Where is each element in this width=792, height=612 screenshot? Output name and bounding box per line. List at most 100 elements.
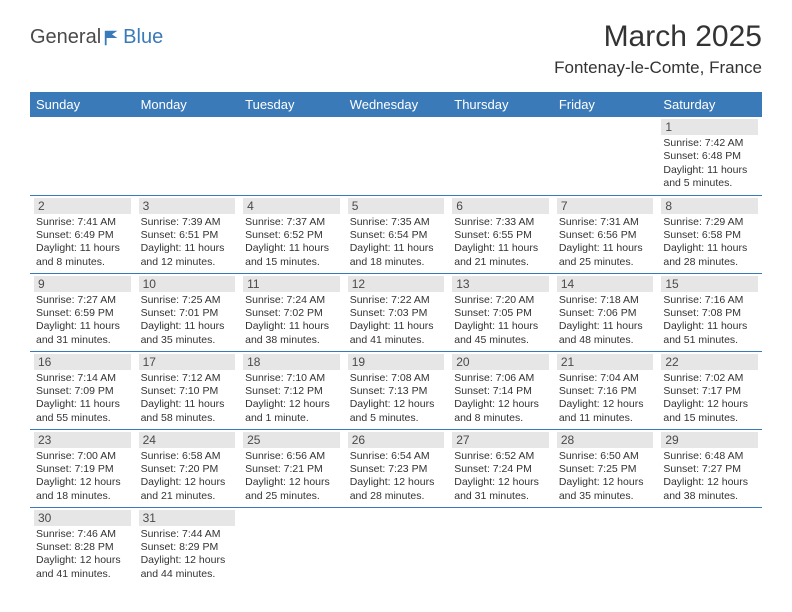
calendar-head: SundayMondayTuesdayWednesdayThursdayFrid… bbox=[30, 92, 762, 117]
day-detail: Sunrise: 7:14 AMSunset: 7:09 PMDaylight:… bbox=[34, 372, 131, 426]
day-detail: Sunrise: 7:18 AMSunset: 7:06 PMDaylight:… bbox=[557, 294, 654, 348]
day-detail: Sunrise: 7:46 AMSunset: 8:28 PMDaylight:… bbox=[34, 528, 131, 582]
day-detail: Sunrise: 7:00 AMSunset: 7:19 PMDaylight:… bbox=[34, 450, 131, 504]
day-detail: Sunrise: 7:10 AMSunset: 7:12 PMDaylight:… bbox=[243, 372, 340, 426]
calendar-row: 30 Sunrise: 7:46 AMSunset: 8:28 PMDayligh… bbox=[30, 507, 762, 585]
calendar-cell: 20 Sunrise: 7:06 AMSunset: 7:14 PMDayligh… bbox=[448, 351, 553, 429]
calendar-body: 1 Sunrise: 7:42 AMSunset: 6:48 PMDaylight… bbox=[30, 117, 762, 585]
calendar-cell: 21 Sunrise: 7:04 AMSunset: 7:16 PMDayligh… bbox=[553, 351, 658, 429]
weekday-header: Wednesday bbox=[344, 92, 449, 117]
day-number: 14 bbox=[557, 276, 654, 292]
logo-text-blue: Blue bbox=[123, 26, 163, 49]
day-detail: Sunrise: 7:29 AMSunset: 6:58 PMDaylight:… bbox=[661, 216, 758, 270]
day-number: 20 bbox=[452, 354, 549, 370]
day-detail: Sunrise: 7:16 AMSunset: 7:08 PMDaylight:… bbox=[661, 294, 758, 348]
month-title: March 2025 bbox=[554, 20, 762, 54]
calendar-cell: 10Sunrise: 7:25 AMSunset: 7:01 PMDayligh… bbox=[135, 273, 240, 351]
day-detail: Sunrise: 7:24 AMSunset: 7:02 PMDaylight:… bbox=[243, 294, 340, 348]
day-number: 1 bbox=[661, 119, 758, 135]
title-block: March 2025 Fontenay-le-Comte, France bbox=[554, 20, 762, 78]
day-number: 23 bbox=[34, 432, 131, 448]
day-number: 26 bbox=[348, 432, 445, 448]
calendar-cell: 29Sunrise: 6:48 AMSunset: 7:27 PMDayligh… bbox=[657, 429, 762, 507]
weekday-header: Sunday bbox=[30, 92, 135, 117]
calendar-cell: 12 Sunrise: 7:22 AMSunset: 7:03 PMDayligh… bbox=[344, 273, 449, 351]
day-detail: Sunrise: 7:42 AMSunset: 6:48 PMDaylight:… bbox=[661, 137, 758, 191]
day-number: 30 bbox=[34, 510, 131, 526]
day-detail: Sunrise: 7:22 AMSunset: 7:03 PMDaylight:… bbox=[348, 294, 445, 348]
calendar-cell bbox=[239, 117, 344, 195]
calendar-cell: 26Sunrise: 6:54 AMSunset: 7:23 PMDayligh… bbox=[344, 429, 449, 507]
calendar-cell: 27 Sunrise: 6:52 AMSunset: 7:24 PMDayligh… bbox=[448, 429, 553, 507]
calendar-cell: 5 Sunrise: 7:35 AMSunset: 6:54 PMDaylight… bbox=[344, 195, 449, 273]
day-detail: Sunrise: 7:12 AMSunset: 7:10 PMDaylight:… bbox=[139, 372, 236, 426]
day-detail: Sunrise: 7:31 AMSunset: 6:56 PMDaylight:… bbox=[557, 216, 654, 270]
logo: General Blue bbox=[30, 26, 163, 49]
calendar-cell: 2 Sunrise: 7:41 AMSunset: 6:49 PMDaylight… bbox=[30, 195, 135, 273]
day-number: 2 bbox=[34, 198, 131, 214]
day-number: 9 bbox=[34, 276, 131, 292]
calendar-cell: 18 Sunrise: 7:10 AMSunset: 7:12 PMDayligh… bbox=[239, 351, 344, 429]
day-number: 8 bbox=[661, 198, 758, 214]
calendar-cell bbox=[553, 507, 658, 585]
day-number: 24 bbox=[139, 432, 236, 448]
calendar-cell: 6 Sunrise: 7:33 AMSunset: 6:55 PMDaylight… bbox=[448, 195, 553, 273]
day-detail: Sunrise: 7:20 AMSunset: 7:05 PMDaylight:… bbox=[452, 294, 549, 348]
calendar-cell bbox=[448, 507, 553, 585]
calendar-cell bbox=[657, 507, 762, 585]
day-detail: Sunrise: 7:27 AMSunset: 6:59 PMDaylight:… bbox=[34, 294, 131, 348]
calendar-table: SundayMondayTuesdayWednesdayThursdayFrid… bbox=[30, 92, 762, 585]
day-detail: Sunrise: 7:37 AMSunset: 6:52 PMDaylight:… bbox=[243, 216, 340, 270]
calendar-cell: 22Sunrise: 7:02 AMSunset: 7:17 PMDayligh… bbox=[657, 351, 762, 429]
day-detail: Sunrise: 7:02 AMSunset: 7:17 PMDaylight:… bbox=[661, 372, 758, 426]
day-detail: Sunrise: 6:52 AMSunset: 7:24 PMDaylight:… bbox=[452, 450, 549, 504]
calendar-cell: 28Sunrise: 6:50 AMSunset: 7:25 PMDayligh… bbox=[553, 429, 658, 507]
day-number: 21 bbox=[557, 354, 654, 370]
day-detail: Sunrise: 7:39 AMSunset: 6:51 PMDaylight:… bbox=[139, 216, 236, 270]
day-detail: Sunrise: 6:56 AMSunset: 7:21 PMDaylight:… bbox=[243, 450, 340, 504]
day-number: 13 bbox=[452, 276, 549, 292]
day-number: 25 bbox=[243, 432, 340, 448]
day-number: 19 bbox=[348, 354, 445, 370]
header: General Blue March 2025 Fontenay-le-Comt… bbox=[0, 0, 792, 86]
calendar-row: 16 Sunrise: 7:14 AMSunset: 7:09 PMDayligh… bbox=[30, 351, 762, 429]
day-detail: Sunrise: 7:41 AMSunset: 6:49 PMDaylight:… bbox=[34, 216, 131, 270]
calendar-cell: 25 Sunrise: 6:56 AMSunset: 7:21 PMDayligh… bbox=[239, 429, 344, 507]
day-number: 17 bbox=[139, 354, 236, 370]
logo-text-general: General bbox=[30, 26, 101, 49]
calendar-cell bbox=[448, 117, 553, 195]
day-detail: Sunrise: 7:04 AMSunset: 7:16 PMDaylight:… bbox=[557, 372, 654, 426]
calendar-cell: 16 Sunrise: 7:14 AMSunset: 7:09 PMDayligh… bbox=[30, 351, 135, 429]
weekday-header: Thursday bbox=[448, 92, 553, 117]
location: Fontenay-le-Comte, France bbox=[554, 58, 762, 78]
day-number: 7 bbox=[557, 198, 654, 214]
calendar-cell: 3Sunrise: 7:39 AMSunset: 6:51 PMDaylight… bbox=[135, 195, 240, 273]
day-number: 6 bbox=[452, 198, 549, 214]
calendar-row: 9 Sunrise: 7:27 AMSunset: 6:59 PMDaylight… bbox=[30, 273, 762, 351]
calendar-cell: 4Sunrise: 7:37 AMSunset: 6:52 PMDaylight… bbox=[239, 195, 344, 273]
calendar-cell: 24Sunrise: 6:58 AMSunset: 7:20 PMDayligh… bbox=[135, 429, 240, 507]
calendar-cell: 17 Sunrise: 7:12 AMSunset: 7:10 PMDayligh… bbox=[135, 351, 240, 429]
day-number: 27 bbox=[452, 432, 549, 448]
calendar-row: 2 Sunrise: 7:41 AMSunset: 6:49 PMDaylight… bbox=[30, 195, 762, 273]
day-number: 18 bbox=[243, 354, 340, 370]
calendar-row: 23 Sunrise: 7:00 AMSunset: 7:19 PMDayligh… bbox=[30, 429, 762, 507]
day-number: 5 bbox=[348, 198, 445, 214]
day-detail: Sunrise: 7:33 AMSunset: 6:55 PMDaylight:… bbox=[452, 216, 549, 270]
calendar-cell: 19Sunrise: 7:08 AMSunset: 7:13 PMDayligh… bbox=[344, 351, 449, 429]
calendar-cell: 7 Sunrise: 7:31 AMSunset: 6:56 PMDaylight… bbox=[553, 195, 658, 273]
day-number: 15 bbox=[661, 276, 758, 292]
day-number: 12 bbox=[348, 276, 445, 292]
calendar-cell: 30 Sunrise: 7:46 AMSunset: 8:28 PMDayligh… bbox=[30, 507, 135, 585]
day-detail: Sunrise: 7:06 AMSunset: 7:14 PMDaylight:… bbox=[452, 372, 549, 426]
calendar-cell: 23 Sunrise: 7:00 AMSunset: 7:19 PMDayligh… bbox=[30, 429, 135, 507]
calendar-cell bbox=[553, 117, 658, 195]
day-detail: Sunrise: 7:35 AMSunset: 6:54 PMDaylight:… bbox=[348, 216, 445, 270]
calendar-cell: 15 Sunrise: 7:16 AMSunset: 7:08 PMDayligh… bbox=[657, 273, 762, 351]
weekday-header: Tuesday bbox=[239, 92, 344, 117]
day-number: 16 bbox=[34, 354, 131, 370]
calendar-cell: 11Sunrise: 7:24 AMSunset: 7:02 PMDayligh… bbox=[239, 273, 344, 351]
day-detail: Sunrise: 7:25 AMSunset: 7:01 PMDaylight:… bbox=[139, 294, 236, 348]
day-detail: Sunrise: 6:50 AMSunset: 7:25 PMDaylight:… bbox=[557, 450, 654, 504]
day-number: 31 bbox=[139, 510, 236, 526]
